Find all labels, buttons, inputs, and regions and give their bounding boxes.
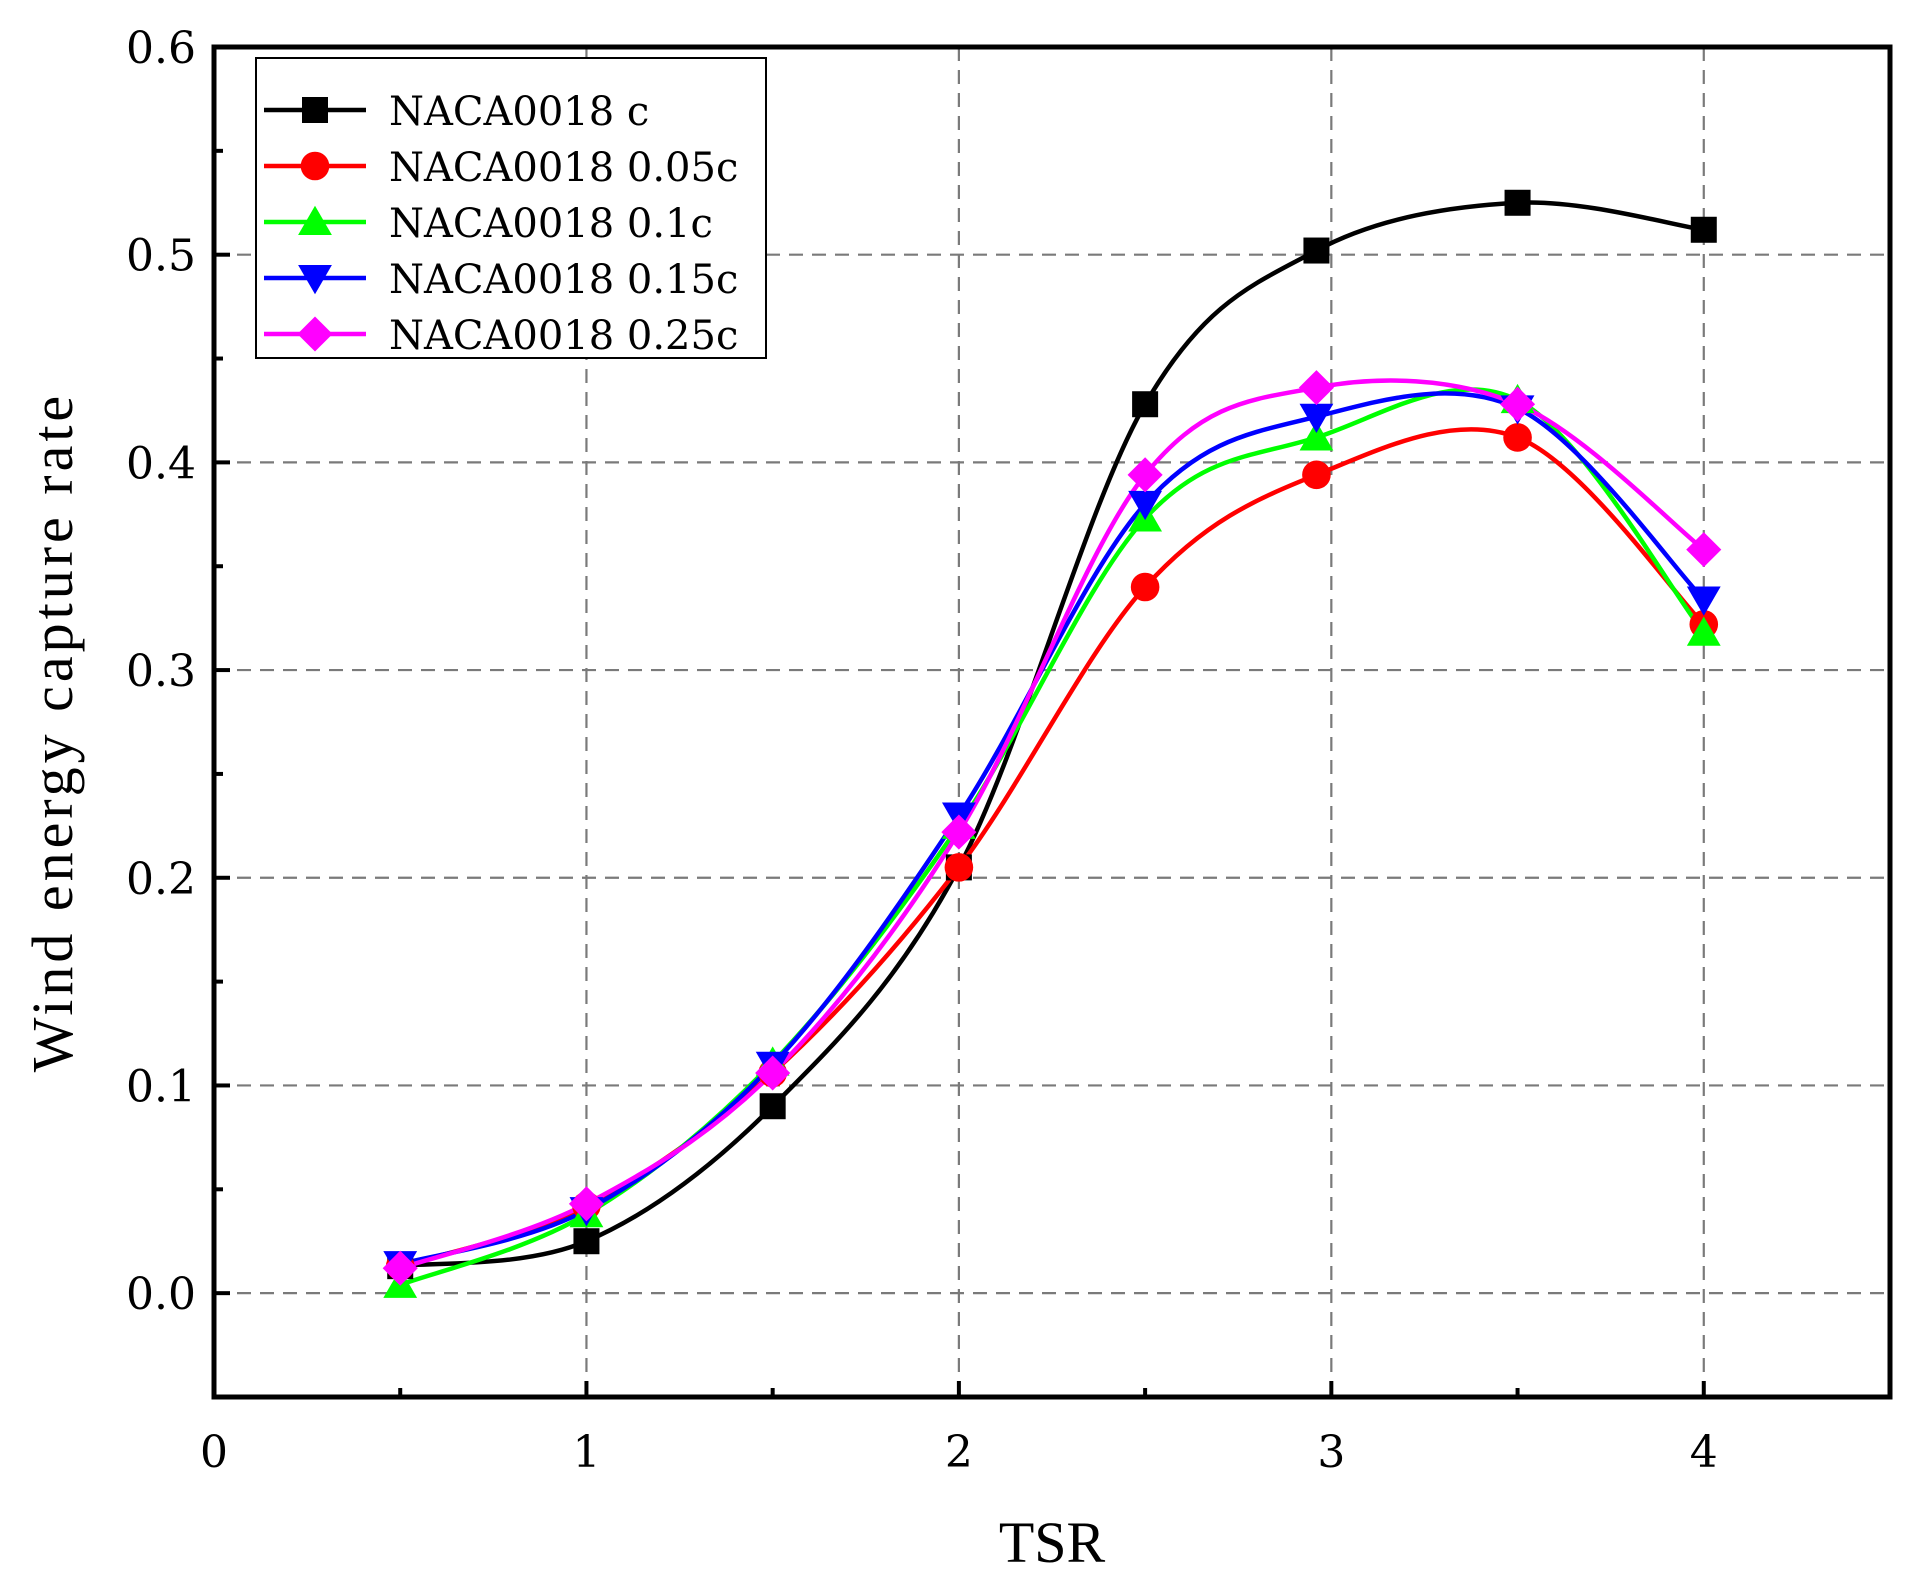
x-tick-label-2: 2	[945, 1427, 973, 1478]
series-1-point-5	[1302, 460, 1331, 490]
y-tick-label-4: 0.4	[126, 438, 196, 489]
x-axis-title: TSR	[999, 1510, 1106, 1575]
legend-marker-0	[302, 97, 328, 123]
y-tick-label-5: 0.5	[126, 231, 196, 282]
series-4-point-2	[755, 1055, 791, 1091]
series-2-point-5	[1299, 421, 1334, 451]
series-3-point-7	[1686, 586, 1721, 616]
legend-label-4: NACA0018 0.25c	[389, 313, 738, 359]
series-0-point-2	[759, 1093, 786, 1120]
series-0-point-4	[1132, 391, 1159, 418]
series-markers	[382, 189, 1722, 1298]
legend-label-1: NACA0018 0.05c	[389, 145, 738, 191]
x-tick-label-3: 3	[1317, 1427, 1345, 1478]
legend-label-2: NACA0018 0.1c	[389, 201, 713, 247]
legend-marker-3	[298, 265, 332, 295]
y-axis-title: Wind energy capture rate	[20, 392, 85, 1072]
series-4-point-5	[1298, 370, 1334, 406]
series-3-point-5	[1299, 403, 1334, 433]
y-tick-label-3: 0.3	[126, 646, 196, 697]
series-1-point-4	[1130, 572, 1160, 602]
y-tick-label-2: 0.2	[126, 854, 196, 905]
y-tick-label-1: 0.1	[126, 1061, 196, 1112]
legend: NACA0018 c NACA0018 0.05c NACA0018 0.1c NAC…	[255, 57, 767, 359]
series-4-point-0	[382, 1250, 418, 1286]
legend-marker-1	[300, 151, 330, 181]
legend-label-0: NACA0018 c	[389, 89, 649, 135]
series-4-point-1	[568, 1186, 604, 1222]
legend-label-3: NACA0018 0.15c	[389, 257, 738, 303]
plot-frame	[211, 44, 1893, 1400]
series-4-point-4	[1127, 457, 1163, 493]
series-4-point-6	[1500, 386, 1536, 422]
series-0-point-7	[1690, 216, 1717, 243]
grid-lines	[214, 47, 1890, 1397]
series-2-point-7	[1686, 616, 1721, 646]
tick-labels: 0 1 2 3 4 0.0 0.1 0.2 0.3 0.4 0.5 0.6	[126, 23, 1718, 1478]
x-tick-label-0: 0	[200, 1427, 228, 1478]
series-1-point-6	[1503, 423, 1532, 452]
legend-marker-2	[298, 205, 332, 235]
x-tick-label-4: 4	[1690, 1427, 1718, 1478]
series-1-point-3	[944, 853, 974, 882]
series-lines	[399, 200, 1706, 1287]
series-4-point-7	[1686, 532, 1722, 568]
axis-ticks	[212, 45, 1706, 1399]
y-tick-label-0: 0.0	[126, 1269, 196, 1320]
y-tick-label-6: 0.6	[126, 23, 196, 74]
series-0-point-6	[1504, 189, 1531, 216]
series-4-point-3	[941, 814, 977, 850]
series-3-point-4	[1128, 490, 1163, 521]
legend-marker-4	[297, 316, 333, 352]
series-0-point-5	[1303, 237, 1330, 264]
series-line-4	[399, 378, 1706, 1271]
x-tick-label-1: 1	[572, 1427, 600, 1478]
series-0-point-1	[573, 1228, 600, 1255]
